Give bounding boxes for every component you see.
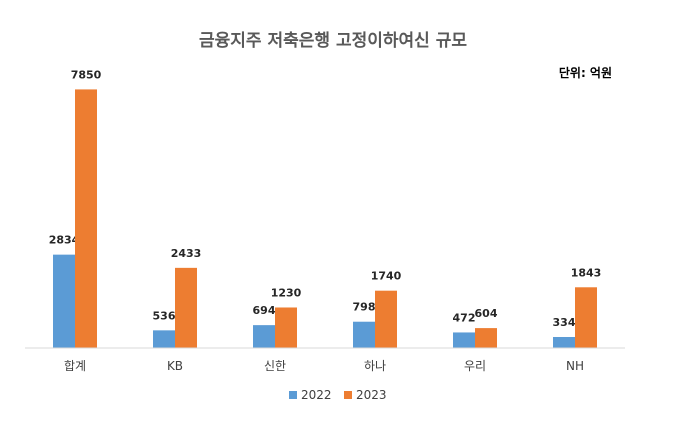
data-label-2023-5: 1843 [571,266,602,279]
legend: 2022 2023 [289,388,387,402]
x-tick-label-4: 우리 [464,359,486,373]
data-label-2022-4: 472 [453,311,476,324]
bars-group: 2834 7850 536 2433 694 1230 798 1740 472 604 334 18… [49,68,602,348]
data-label-2022-0: 2834 [49,234,80,247]
legend-label-2023: 2023 [356,388,387,402]
x-tick-label-1: KB [167,359,183,373]
data-label-2022-1: 536 [153,309,176,322]
bar-2022-4 [453,332,475,348]
bar-2022-5 [553,336,575,348]
unit-label: 단위: 억원 [559,65,612,80]
chart-title: 금융지주 저축은행 고정이하여신 규모 [199,31,467,51]
bar-2023-5 [575,287,597,348]
legend-swatch-2022 [289,391,297,399]
x-tick-label-2: 신한 [264,359,286,373]
data-label-2022-3: 798 [353,301,376,314]
data-label-2023-0: 7850 [71,68,102,81]
bar-2022-2 [253,325,275,348]
legend-swatch-2023 [344,391,352,399]
x-tick-label-0: 합계 [64,359,86,373]
bar-2023-0 [75,89,97,348]
legend-label-2022: 2022 [301,388,332,402]
data-label-2023-3: 1740 [371,270,402,283]
data-label-2023-2: 1230 [271,286,302,299]
data-label-2022-5: 334 [553,316,576,329]
x-tick-label-3: 하나 [364,359,386,373]
bar-2022-0 [53,254,75,348]
bar-2022-3 [353,321,375,348]
x-tick-labels: 합계 KB 신한 하나 우리 NH [64,359,584,373]
bar-2022-1 [153,330,175,348]
bar-2023-4 [475,328,497,348]
bar-2023-1 [175,267,197,348]
bar-2023-2 [275,307,297,348]
data-label-2023-4: 604 [475,307,498,320]
x-tick-label-5: NH [566,359,584,373]
data-label-2023-1: 2433 [171,247,202,260]
data-label-2022-2: 694 [253,304,276,317]
bar-2023-3 [375,290,397,348]
